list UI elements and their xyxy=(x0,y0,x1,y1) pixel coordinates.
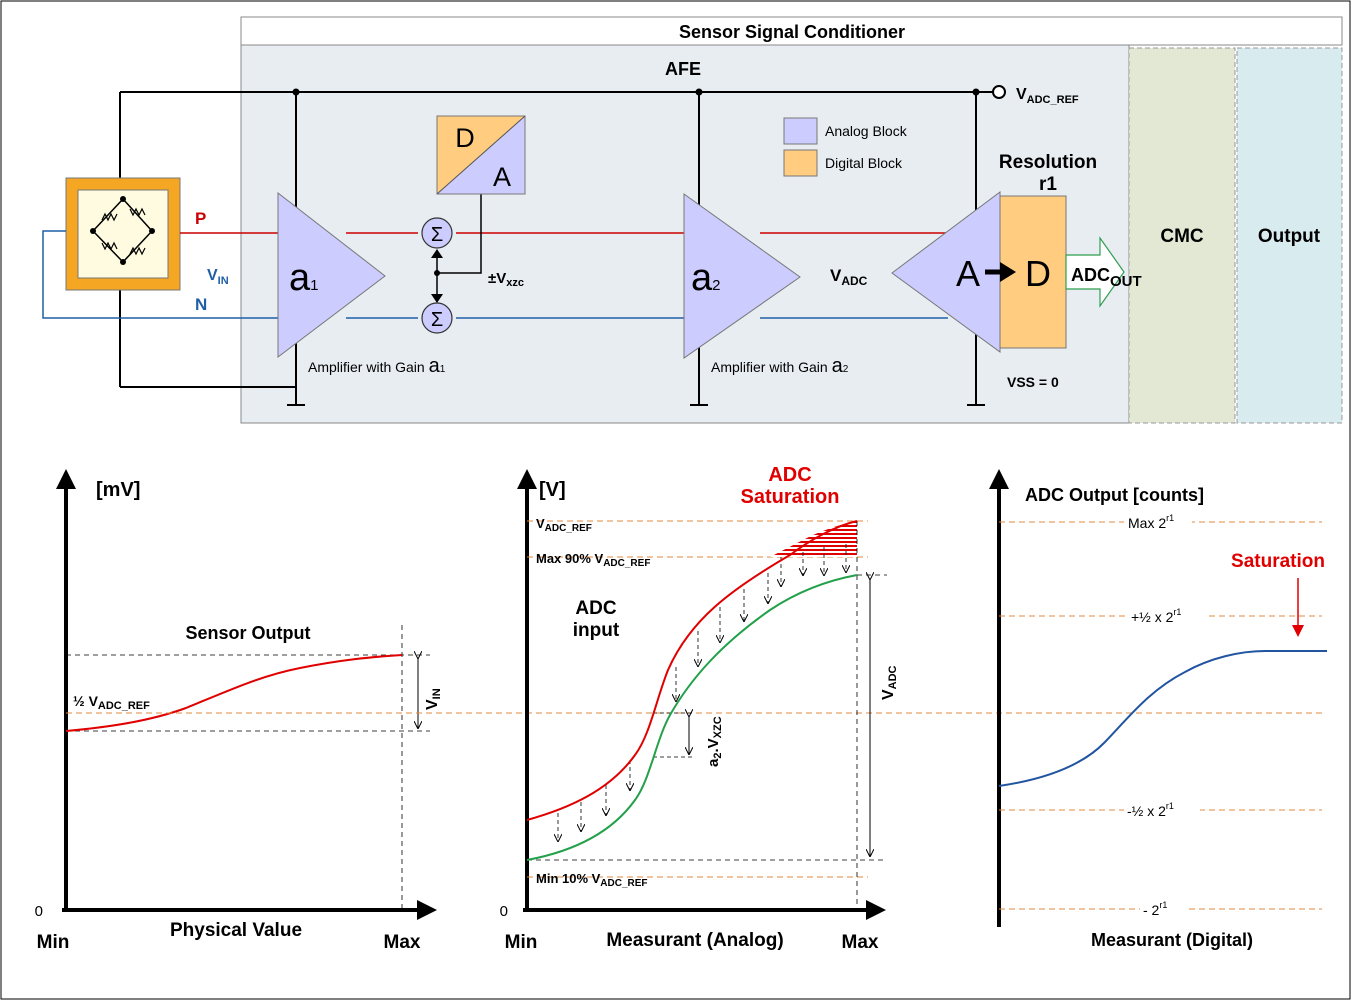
max90-tick: Max 90% VADC_REF xyxy=(536,551,650,569)
title-bar xyxy=(240,16,1343,46)
dac-d-label: D xyxy=(455,123,475,153)
adc-input-label: ADC xyxy=(575,598,616,619)
amplifier-1 xyxy=(277,191,386,359)
sigma-symbol: Σ xyxy=(431,224,443,246)
adc-saturation-label: ADC xyxy=(768,464,811,486)
minus-half-count-tick: -½ x 2r1 xyxy=(1127,801,1174,819)
graph-adc-output: ADC Output [counts] Measurant (Digital) … xyxy=(989,469,1327,950)
minus-count-tick: - 2r1 xyxy=(1143,900,1167,918)
amplifier-2 xyxy=(683,193,801,359)
adc-output-arrow-icon xyxy=(1065,236,1125,308)
p-label: P xyxy=(195,209,206,228)
graph-sensor-output: [mV] 0 Min Max Physical Value Sensor Out… xyxy=(35,469,443,953)
vadc-ref-terminal xyxy=(992,85,1006,99)
vadc-label: VADC xyxy=(830,266,868,288)
saturation-label: Saturation xyxy=(1231,551,1325,572)
x-axis-title: Physical Value xyxy=(170,920,302,941)
min10-tick: Min 10% VADC_REF xyxy=(536,871,648,889)
zero-label: 0 xyxy=(35,903,43,920)
resolution-label: Resolution xyxy=(999,152,1097,173)
resolution-value: r1 xyxy=(1039,174,1057,195)
amp1-caption: Amplifier with Gain a1 xyxy=(308,355,446,377)
x-max-label: Max xyxy=(384,932,421,953)
dac-output-wire xyxy=(437,193,482,274)
cmc-block xyxy=(1128,47,1236,424)
amp1-symbol: a1 xyxy=(289,257,318,299)
a2-vxzc-label: a2.VXZC xyxy=(705,716,724,767)
offset-shift-arrows xyxy=(558,544,846,841)
amp2-caption: Amplifier with Gain a2 xyxy=(711,355,849,377)
x-axis-title: Measurant (Digital) xyxy=(1091,930,1253,950)
adc-saturation-label-2: Saturation xyxy=(741,486,840,508)
x-max-label: Max xyxy=(842,932,879,953)
adc-arrow-head xyxy=(1000,262,1016,282)
x-min-label: Min xyxy=(505,932,538,953)
sensor-output-curve xyxy=(65,654,403,732)
dac-block xyxy=(436,115,526,195)
afe-label: AFE xyxy=(665,59,701,79)
n-line xyxy=(42,230,278,319)
adc-input-label-2: input xyxy=(573,620,620,641)
graph-title: Sensor Output xyxy=(186,623,311,643)
vadc-dimension-label: VADC xyxy=(880,665,899,700)
dac-a-label: A xyxy=(493,162,511,192)
adc-input-curve-before-offset xyxy=(526,520,858,821)
y-axis-label: [V] xyxy=(539,479,566,501)
half-ref-label: ½ VADC_REF xyxy=(73,693,150,712)
conditioner-title: Sensor Signal Conditioner xyxy=(679,22,905,42)
adc-output-curve xyxy=(998,650,1327,787)
vin-label: VIN xyxy=(207,267,229,287)
adc-a-label: A xyxy=(956,253,980,294)
adc-input-curve-after-offset xyxy=(526,574,858,861)
output-label: Output xyxy=(1258,226,1321,247)
vadc-ref-label: VADC_REF xyxy=(1016,86,1079,106)
vxzc-label: ±Vxzc xyxy=(488,270,524,289)
sigma-symbol: Σ xyxy=(431,309,443,331)
max-count-tick: Max 2r1 xyxy=(1128,513,1174,531)
zero-label: 0 xyxy=(500,903,508,920)
cmc-label: CMC xyxy=(1160,226,1204,247)
graph-adc-input: [V] 0 Min Max Measurant (Analog) ADC Sat… xyxy=(500,464,899,953)
y-axis-label: [mV] xyxy=(96,479,140,501)
x-min-label: Min xyxy=(37,932,70,953)
adc-d-label: D xyxy=(1025,253,1051,294)
vadc-ref-tick: VADC_REF xyxy=(536,516,592,534)
vin-dimension-label: VIN xyxy=(424,688,443,710)
output-block xyxy=(1236,47,1343,424)
vss-label: VSS = 0 xyxy=(1007,374,1059,390)
legend-digital-swatch xyxy=(783,149,818,177)
legend-analog-swatch xyxy=(783,117,818,145)
resistor-zigzags xyxy=(101,207,146,256)
plus-half-count-tick: +½ x 2r1 xyxy=(1131,607,1181,625)
n-label: N xyxy=(195,295,207,314)
legend-digital-label: Digital Block xyxy=(825,155,903,171)
x-axis-title: Measurant (Analog) xyxy=(606,930,783,951)
legend-analog-label: Analog Block xyxy=(825,123,908,139)
summing-node-p xyxy=(421,217,453,249)
y-axis-label: ADC Output [counts] xyxy=(1025,485,1204,505)
adc-out-label: ADCOUT xyxy=(1071,265,1142,290)
amp2-symbol: a2 xyxy=(691,257,720,299)
count-tick-labels: Max 2r1 +½ x 2r1 -½ x 2r1 - 2r1 xyxy=(1124,510,1206,918)
